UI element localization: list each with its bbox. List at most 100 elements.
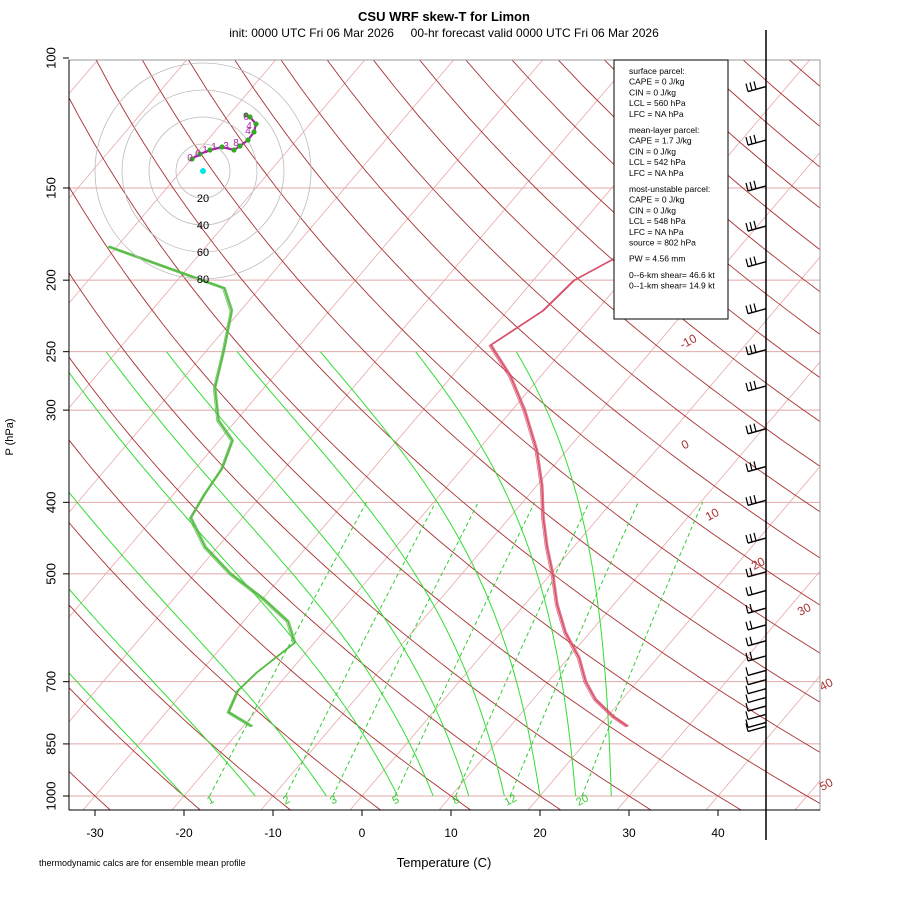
hodograph-ring-label: 60 bbox=[197, 247, 209, 259]
isotherm-line bbox=[69, 60, 455, 514]
y-axis-title: P (hPa) bbox=[4, 418, 16, 455]
dry-adiabat-line bbox=[69, 96, 820, 805]
parcel-info-line: CIN = 0 J/kg bbox=[629, 205, 676, 215]
wind-barb bbox=[745, 220, 767, 232]
isotherm-line bbox=[69, 60, 544, 618]
wind-barb-staff bbox=[747, 679, 767, 686]
wind-barb bbox=[745, 667, 767, 677]
wind-barb-flag bbox=[745, 587, 749, 596]
wind-barb-staff bbox=[747, 705, 767, 712]
wind-barb bbox=[745, 676, 767, 686]
wind-barb-staff bbox=[747, 499, 767, 506]
wind-barb-flag bbox=[749, 533, 753, 543]
x-tick-label: 40 bbox=[711, 826, 725, 840]
isotherm-label: 50 bbox=[817, 775, 836, 794]
wind-barb-staff bbox=[747, 721, 767, 729]
wind-barb-flag bbox=[753, 423, 757, 432]
dry-adiabat-line bbox=[69, 186, 742, 810]
wind-barb-staff bbox=[747, 349, 767, 356]
dry-adiabat-line bbox=[69, 687, 202, 810]
wind-barb-staff bbox=[747, 385, 767, 392]
wind-barb-flag bbox=[749, 424, 753, 433]
mixing-ratio-label: 1 bbox=[205, 794, 216, 807]
wind-barb-staff bbox=[747, 308, 767, 315]
wind-barb bbox=[745, 723, 767, 733]
parcel-info-line: CAPE = 1.7 J/kg bbox=[629, 136, 692, 146]
dry-adiabat-line bbox=[188, 60, 820, 654]
isotherm-line bbox=[69, 60, 633, 723]
parcel-info-line: LFC = NA hPa bbox=[629, 109, 684, 119]
wind-barb-staff bbox=[747, 688, 767, 695]
moist-adiabat-line bbox=[69, 491, 327, 797]
dry-adiabat-line bbox=[419, 60, 820, 423]
wind-barb-flag bbox=[749, 135, 753, 145]
parcel-info-line: CIN = 0 J/kg bbox=[629, 87, 676, 97]
mixing-ratio-label: 5 bbox=[390, 794, 401, 807]
wind-barb-flag bbox=[745, 182, 749, 192]
parcel-info-line: LFC = NA hPa bbox=[629, 227, 684, 237]
isotherm-label: 20 bbox=[749, 554, 768, 573]
parcel-info-line: CAPE = 0 J/kg bbox=[629, 77, 685, 87]
hodograph-point-label: 4 bbox=[246, 121, 252, 132]
parcel-info-line: CIN = 0 J/kg bbox=[629, 146, 676, 156]
wind-barb-flag bbox=[745, 652, 749, 662]
wind-barb-flag bbox=[745, 723, 749, 732]
mixing-ratio-line bbox=[394, 502, 536, 797]
dry-adiabat-line bbox=[95, 60, 820, 753]
x-tick-label: -10 bbox=[264, 826, 282, 840]
y-tick-label: 100 bbox=[43, 47, 58, 69]
mixing-ratio-line bbox=[285, 502, 437, 797]
wind-barb bbox=[745, 303, 767, 315]
wind-barbs bbox=[745, 30, 767, 840]
parcel-info-line: PW = 4.56 mm bbox=[629, 254, 685, 264]
wind-barb bbox=[745, 711, 767, 721]
wind-barb-flag bbox=[749, 567, 753, 576]
hodograph-ring-label: 80 bbox=[197, 274, 209, 286]
parcel-info-box: surface parcel: CAPE = 0 J/kg CIN = 0 J/kg… bbox=[613, 59, 729, 320]
hodograph-ring-label: 20 bbox=[197, 193, 209, 205]
wind-barb-flag bbox=[749, 651, 753, 660]
wind-barb-flag bbox=[749, 221, 753, 231]
parcel-info-line: LCL = 548 hPa bbox=[629, 216, 686, 226]
wind-barb-staff bbox=[747, 624, 767, 631]
wind-barb-staff bbox=[747, 537, 767, 544]
dry-adiabat-line bbox=[69, 521, 382, 810]
hodograph-current-marker bbox=[200, 168, 206, 174]
hodograph-point bbox=[219, 144, 225, 150]
y-tick-label: 400 bbox=[43, 491, 58, 513]
wind-barb-staff bbox=[747, 713, 767, 721]
footnote: thermodynamic calcs are for ensemble mea… bbox=[39, 858, 246, 868]
wind-barb-flag bbox=[753, 532, 757, 542]
wind-barb-staff bbox=[747, 589, 767, 597]
y-tick-label: 850 bbox=[43, 733, 58, 755]
wind-barb-flag bbox=[745, 702, 749, 712]
hodograph-point-label: 1 bbox=[202, 145, 208, 156]
parcel-info-line: LCL = 560 hPa bbox=[629, 98, 686, 108]
wind-barb-flag bbox=[753, 344, 757, 353]
wind-barb-flag bbox=[745, 711, 749, 720]
wind-barb-flag bbox=[749, 181, 753, 191]
y-tick-label: 150 bbox=[43, 177, 58, 199]
wind-barb bbox=[745, 603, 767, 614]
wind-barb-flag bbox=[745, 136, 749, 146]
isotherm-line bbox=[705, 675, 820, 810]
hodograph-ring bbox=[121, 89, 285, 253]
wind-barb-flag bbox=[745, 425, 749, 434]
mixing-ratio-line bbox=[455, 502, 590, 797]
isotherm-line bbox=[794, 780, 820, 810]
mixing-ratio-line bbox=[332, 502, 479, 797]
hodograph-point-label: 0 bbox=[195, 149, 201, 160]
wind-barb-staff bbox=[747, 261, 767, 268]
isotherm-label: 10 bbox=[703, 505, 722, 524]
wind-barb bbox=[745, 586, 767, 597]
dry-adiabat-line bbox=[69, 272, 652, 810]
wind-barb-flag bbox=[745, 676, 749, 685]
y-tick-label: 250 bbox=[43, 341, 58, 363]
mixing-ratio-line bbox=[581, 502, 704, 797]
wind-barb-flag bbox=[749, 82, 753, 91]
hodograph-point bbox=[231, 147, 237, 153]
y-tick-label: 300 bbox=[43, 399, 58, 421]
hodograph-ring bbox=[148, 116, 258, 226]
wind-barb-flag bbox=[745, 605, 749, 614]
